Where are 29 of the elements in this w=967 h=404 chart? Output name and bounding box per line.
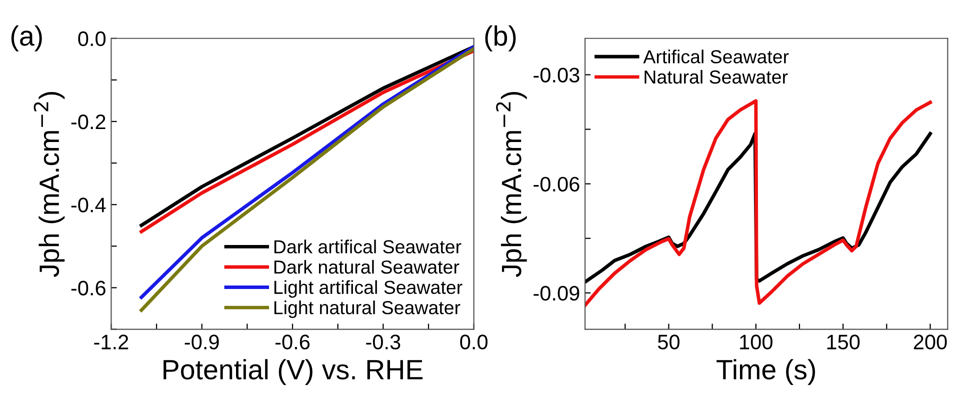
y-tick-label: -0.06 bbox=[534, 176, 580, 192]
y-tick-label: -0.2 bbox=[71, 114, 106, 130]
x-tick-label: 200 bbox=[914, 334, 947, 350]
x-tick-label: -0.9 bbox=[184, 334, 219, 350]
y-tick-label: -0.4 bbox=[71, 198, 106, 212]
x-axis-title: Time (s) bbox=[716, 359, 816, 385]
y-tick-label: -0.6 bbox=[71, 280, 106, 296]
y-tick-label: -0.09 bbox=[534, 286, 580, 301]
x-tick-label: 150 bbox=[827, 334, 860, 350]
legend-label: Artifical Seawater bbox=[643, 50, 789, 64]
x-tick-label: -0.3 bbox=[366, 334, 400, 350]
text: (a) bbox=[11, 25, 42, 52]
legend-label: Dark natural Seawater bbox=[274, 260, 460, 274]
legend-label: Natural Seawater bbox=[644, 70, 788, 84]
x-axis-title: Potential (V) vs. RHE bbox=[164, 359, 423, 385]
y-tick-label: -0.03 bbox=[534, 68, 580, 82]
text: (b) bbox=[485, 25, 516, 52]
x-tick-label: -0.6 bbox=[275, 334, 310, 350]
legend-label: Dark artifical Seawater bbox=[274, 240, 462, 254]
y-axis-title: Jph (mA.cm$^{−2}$) bbox=[34, 92, 65, 277]
x-tick-label: 50 bbox=[658, 334, 680, 350]
legend-label: Light natural Seawater bbox=[274, 300, 460, 318]
legend-label: Light artifical Seawater bbox=[274, 280, 462, 298]
x-tick-label: 0.0 bbox=[460, 334, 488, 350]
y-tick-label: 0.0 bbox=[78, 31, 106, 46]
x-tick-label: 100 bbox=[740, 334, 772, 350]
line-series bbox=[585, 99, 932, 307]
x-tick-label: -1.2 bbox=[94, 334, 128, 350]
y-axis-title: Jph (mA.cm$^{−2}$) bbox=[496, 92, 527, 277]
